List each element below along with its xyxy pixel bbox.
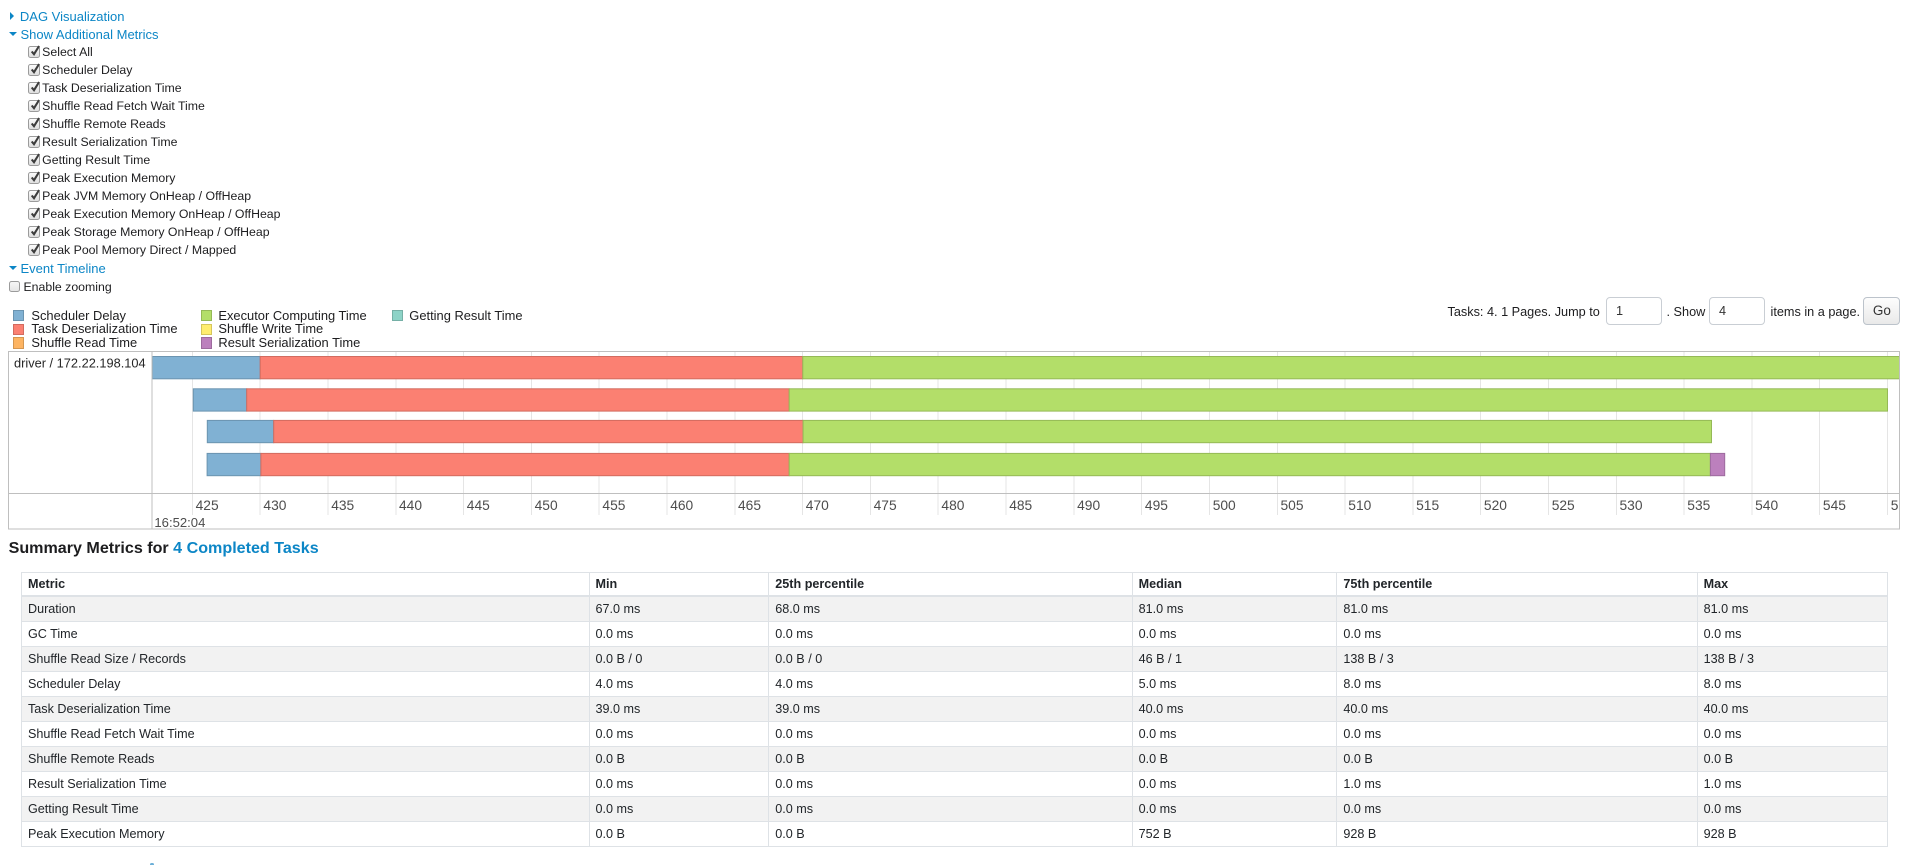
svg-text:435: 435 — [331, 497, 354, 512]
svg-text:540: 540 — [1755, 497, 1778, 512]
svg-text:465: 465 — [738, 497, 761, 512]
svg-text:530: 530 — [1620, 497, 1643, 512]
svg-text:16:52:04: 16:52:04 — [154, 514, 205, 529]
svg-text:driver / 172.22.198.104: driver / 172.22.198.104 — [14, 355, 146, 370]
svg-text:515: 515 — [1416, 497, 1439, 512]
svg-text:460: 460 — [670, 497, 693, 512]
svg-text:500: 500 — [1213, 497, 1236, 512]
svg-text:440: 440 — [399, 497, 422, 512]
svg-text:475: 475 — [874, 497, 897, 512]
svg-text:450: 450 — [535, 497, 558, 512]
svg-text:550: 550 — [1891, 497, 1900, 512]
svg-text:490: 490 — [1077, 497, 1100, 512]
svg-text:545: 545 — [1823, 497, 1846, 512]
svg-text:430: 430 — [263, 497, 286, 512]
svg-text:535: 535 — [1687, 497, 1710, 512]
svg-text:495: 495 — [1145, 497, 1168, 512]
svg-text:470: 470 — [806, 497, 829, 512]
svg-text:425: 425 — [196, 497, 219, 512]
svg-text:505: 505 — [1281, 497, 1304, 512]
svg-text:445: 445 — [467, 497, 490, 512]
svg-text:525: 525 — [1552, 497, 1575, 512]
svg-text:480: 480 — [941, 497, 964, 512]
svg-text:485: 485 — [1009, 497, 1032, 512]
svg-text:510: 510 — [1348, 497, 1371, 512]
svg-text:520: 520 — [1484, 497, 1507, 512]
svg-text:455: 455 — [602, 497, 625, 512]
